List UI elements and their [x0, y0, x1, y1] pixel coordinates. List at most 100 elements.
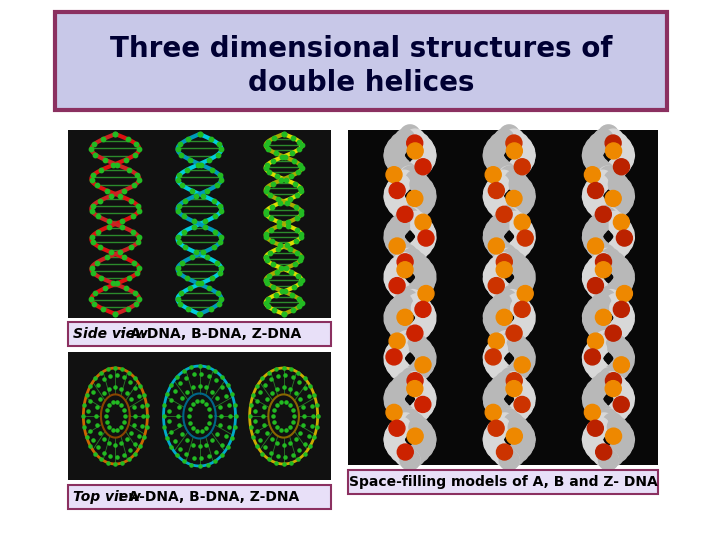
Circle shape	[488, 183, 504, 199]
Circle shape	[596, 248, 616, 268]
Circle shape	[484, 351, 503, 372]
Point	[91, 421, 103, 429]
Circle shape	[384, 141, 405, 161]
Circle shape	[384, 429, 404, 449]
Point	[129, 411, 140, 420]
Circle shape	[485, 343, 505, 363]
Circle shape	[386, 261, 406, 281]
Circle shape	[511, 236, 531, 256]
Point	[174, 402, 185, 411]
Point	[211, 394, 222, 403]
Point	[174, 268, 185, 277]
Point	[291, 214, 302, 222]
Circle shape	[391, 417, 411, 437]
Point	[283, 221, 294, 230]
Point	[296, 298, 307, 307]
Point	[215, 207, 227, 215]
Circle shape	[397, 262, 413, 278]
Point	[86, 294, 97, 303]
Point	[98, 375, 109, 383]
Circle shape	[515, 351, 535, 372]
Circle shape	[600, 327, 621, 347]
Point	[294, 302, 305, 310]
Circle shape	[613, 426, 634, 446]
Circle shape	[491, 240, 511, 260]
Point	[102, 458, 114, 467]
Circle shape	[416, 269, 436, 289]
Point	[181, 436, 192, 444]
Point	[131, 140, 143, 149]
Circle shape	[588, 360, 608, 380]
Point	[84, 442, 96, 450]
Circle shape	[511, 195, 531, 215]
Circle shape	[506, 381, 522, 396]
Circle shape	[385, 426, 405, 446]
Point	[116, 423, 127, 431]
Point	[99, 284, 111, 293]
Circle shape	[405, 129, 425, 149]
Circle shape	[593, 446, 613, 466]
Circle shape	[415, 141, 436, 161]
Point	[294, 256, 306, 265]
Point	[103, 222, 114, 231]
Circle shape	[407, 253, 427, 273]
Point	[258, 411, 269, 420]
Circle shape	[588, 174, 608, 194]
Point	[247, 391, 258, 400]
Point	[276, 153, 288, 161]
Point	[105, 248, 117, 256]
Circle shape	[500, 409, 520, 429]
Circle shape	[614, 224, 634, 244]
Circle shape	[586, 195, 606, 215]
Point	[287, 373, 298, 382]
Circle shape	[511, 339, 531, 359]
Point	[172, 411, 184, 420]
Point	[122, 135, 133, 144]
Circle shape	[584, 343, 604, 363]
Circle shape	[606, 281, 626, 301]
Point	[272, 452, 284, 461]
Point	[279, 453, 291, 461]
Circle shape	[415, 393, 436, 413]
Circle shape	[495, 413, 515, 433]
Point	[311, 422, 323, 431]
Circle shape	[384, 265, 404, 285]
Point	[123, 455, 135, 463]
Circle shape	[398, 248, 418, 268]
Circle shape	[414, 220, 433, 240]
Point	[109, 309, 121, 318]
Point	[207, 274, 218, 282]
Circle shape	[600, 368, 620, 388]
Circle shape	[501, 327, 521, 347]
Circle shape	[510, 298, 531, 318]
Point	[264, 248, 276, 257]
Circle shape	[588, 319, 608, 339]
Circle shape	[601, 286, 621, 306]
Point	[178, 367, 189, 375]
Circle shape	[585, 220, 605, 240]
Circle shape	[396, 372, 416, 392]
Circle shape	[392, 335, 412, 355]
Circle shape	[614, 347, 634, 367]
Point	[282, 199, 293, 207]
Circle shape	[598, 409, 618, 429]
Point	[203, 372, 215, 380]
Circle shape	[495, 162, 515, 182]
Point	[290, 237, 302, 246]
Circle shape	[484, 426, 504, 446]
Point	[84, 427, 96, 435]
Circle shape	[507, 294, 526, 314]
Circle shape	[501, 248, 521, 268]
Circle shape	[609, 319, 629, 339]
Circle shape	[415, 434, 436, 454]
Circle shape	[611, 236, 630, 256]
Point	[284, 384, 296, 393]
Point	[292, 191, 303, 200]
Point	[283, 218, 294, 226]
Circle shape	[403, 330, 423, 350]
Point	[130, 384, 141, 393]
Point	[99, 156, 111, 164]
Point	[293, 294, 305, 303]
Circle shape	[509, 133, 528, 153]
Circle shape	[500, 166, 520, 186]
